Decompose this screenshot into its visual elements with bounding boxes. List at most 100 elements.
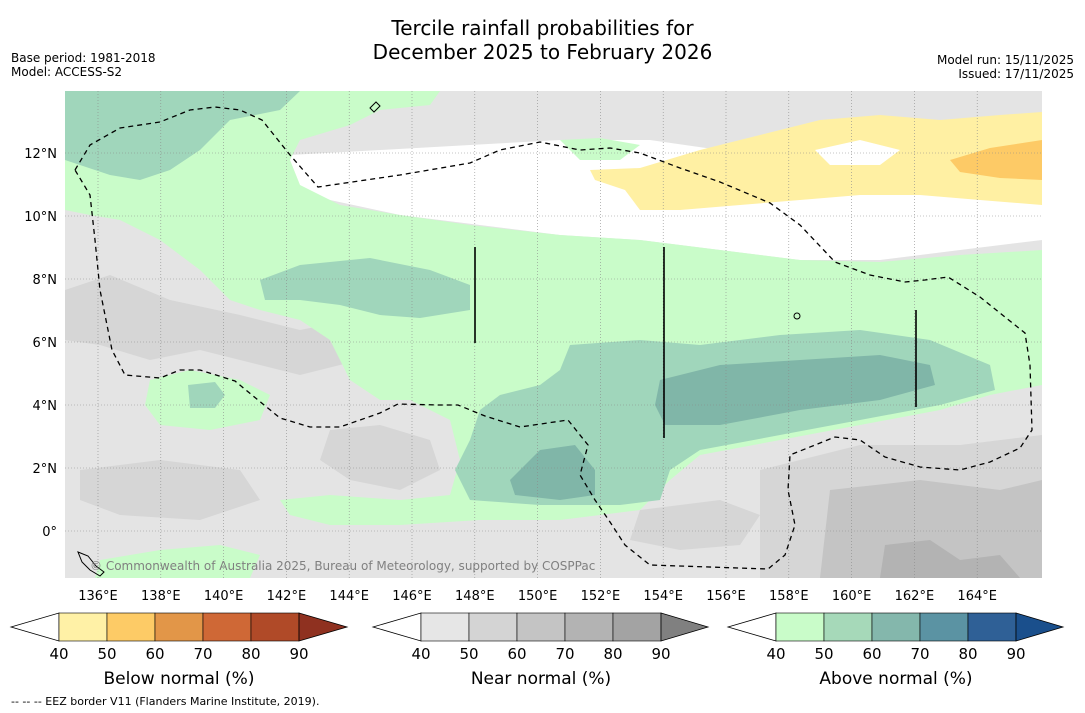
longitude-label: 164°E (957, 589, 997, 604)
longitude-label: 162°E (895, 589, 935, 604)
colorbar-tick-label: 40 (766, 645, 785, 663)
longitude-label: 140°E (204, 589, 244, 604)
meta-left: Base period: 1981-2018 Model: ACCESS-S2 (11, 51, 156, 79)
longitude-label: 142°E (267, 589, 307, 604)
colorbar-tick-label: 90 (651, 645, 670, 663)
model-name: Model: ACCESS-S2 (11, 65, 123, 79)
no-dominant-white-region (815, 140, 900, 165)
map-title: Tercile rainfall probabilities for Decem… (0, 16, 1085, 64)
colorbar-over-triangle (660, 612, 710, 642)
above-normal-50-region (188, 382, 225, 408)
colorbar-title: Above normal (%) (819, 669, 972, 689)
colorbar-under-triangle (371, 612, 422, 642)
colorbar-segment (612, 612, 662, 642)
island-outlines (77, 101, 801, 577)
latitude-label: 2°N (33, 462, 58, 477)
longitude-label: 156°E (706, 589, 746, 604)
colorbar-tick-label: 70 (193, 645, 212, 663)
latitude-label: 4°N (33, 399, 58, 414)
near-normal-50-patch (320, 425, 440, 490)
longitude-label: 158°E (769, 589, 809, 604)
colorbar-tick-label: 70 (910, 645, 929, 663)
colorbar-tick-label: 40 (411, 645, 430, 663)
longitude-label: 144°E (329, 589, 369, 604)
above-normal-60-region (655, 355, 935, 425)
model-run: Model run: 15/11/2025 (936, 53, 1074, 67)
longitude-labels: 136°E 138°E 140°E 142°E 144°E 146°E 148°E 150°E… (78, 589, 997, 604)
latitude-label: 12°N (24, 147, 57, 162)
colorbar-tick-label: 60 (862, 645, 881, 663)
below-normal-50-region (950, 140, 1042, 180)
longitude-label: 150°E (518, 589, 558, 604)
colorbar-over-triangle (1015, 612, 1065, 642)
longitude-label: 138°E (141, 589, 181, 604)
near-normal-50-patch (630, 500, 760, 550)
longitude-label: 148°E (455, 589, 495, 604)
colorbar-segment (919, 612, 969, 642)
latitude-label: 10°N (24, 210, 57, 225)
colorbar-tick-label: 50 (97, 645, 116, 663)
eez-legend-note: -- -- -- EEZ border V11 (Flanders Marine… (11, 695, 320, 708)
island-outline (369, 101, 381, 113)
colorbar-tick-label: 70 (555, 645, 574, 663)
above-normal-60-region (510, 445, 595, 500)
colorbar-segment (516, 612, 566, 642)
colorbar-segment (564, 612, 614, 642)
colorbar-under-triangle (9, 612, 60, 642)
longitude-label: 154°E (643, 589, 683, 604)
title-line-2: December 2025 to February 2026 (372, 40, 713, 64)
colorbar-segment (775, 612, 825, 642)
meta-right: Model run: 15/11/2025 Issued: 17/11/2025 (937, 53, 1074, 81)
copyright-notice: © Commonwealth of Australia 2025, Bureau… (90, 559, 595, 573)
latitude-label: 8°N (33, 273, 58, 288)
longitude-label: 152°E (581, 589, 621, 604)
colorbar-segment (250, 612, 300, 642)
colorbar-over-triangle (298, 612, 349, 642)
near-normal-50-patch (80, 460, 260, 520)
above-normal-40-region (95, 545, 260, 578)
colorbar-title: Near normal (%) (471, 669, 611, 689)
above-normal-50-region (260, 258, 470, 318)
colorbar-tick-label: 50 (814, 645, 833, 663)
latitude-label: 6°N (33, 336, 58, 351)
colorbar-segment (967, 612, 1017, 642)
colorbar-segment (202, 612, 252, 642)
longitude-label: 146°E (392, 589, 432, 604)
colorbar: 40 50 60 70 80 90 Below normal (%) (9, 612, 349, 689)
colorbar: 40 50 60 70 80 90 Near normal (%) (371, 612, 710, 689)
longitude-label: 160°E (832, 589, 872, 604)
latitude-labels: 12°N 10°N 8°N 6°N 4°N 2°N 0° (24, 147, 57, 540)
latitude-label: 0° (42, 525, 57, 540)
boundary-lines (474, 247, 917, 438)
colorbar-tick-label: 90 (1006, 645, 1025, 663)
colorbar-segment (106, 612, 156, 642)
colorbar-segment (823, 612, 873, 642)
colorbar-tick-label: 80 (958, 645, 977, 663)
colorbar-tick-label: 90 (289, 645, 308, 663)
title-line-1: Tercile rainfall probabilities for (391, 16, 694, 40)
near-normal-60-patch (820, 480, 1042, 578)
near-normal-70-patch (880, 540, 1020, 578)
colorbar-tick-label: 50 (459, 645, 478, 663)
map-fill-layer (65, 91, 1042, 578)
colorbar-tick-label: 60 (507, 645, 526, 663)
base-period: Base period: 1981-2018 (11, 51, 156, 65)
colorbar-segment (468, 612, 518, 642)
colorbar-tick-label: 60 (145, 645, 164, 663)
colorbar-title: Below normal (%) (104, 669, 255, 689)
below-normal-40-region (590, 112, 1042, 210)
colorbar-segment (58, 612, 108, 642)
colorbar-under-triangle (726, 612, 777, 642)
colorbar-tick-label: 40 (49, 645, 68, 663)
longitude-label: 136°E (78, 589, 118, 604)
colorbar: 40 50 60 70 80 90 Above normal (%) (726, 612, 1065, 689)
island-outline (77, 551, 105, 577)
colorbar-tick-label: 80 (603, 645, 622, 663)
issued-date: Issued: 17/11/2025 (958, 67, 1074, 81)
colorbar-segment (420, 612, 470, 642)
eez-border (74, 106, 1033, 570)
colorbar-legends: 40 50 60 70 80 90 Below normal (%) 40 50 60 70 80 90… (9, 612, 1065, 689)
island-outline (793, 312, 801, 320)
colorbar-tick-label: 80 (241, 645, 260, 663)
